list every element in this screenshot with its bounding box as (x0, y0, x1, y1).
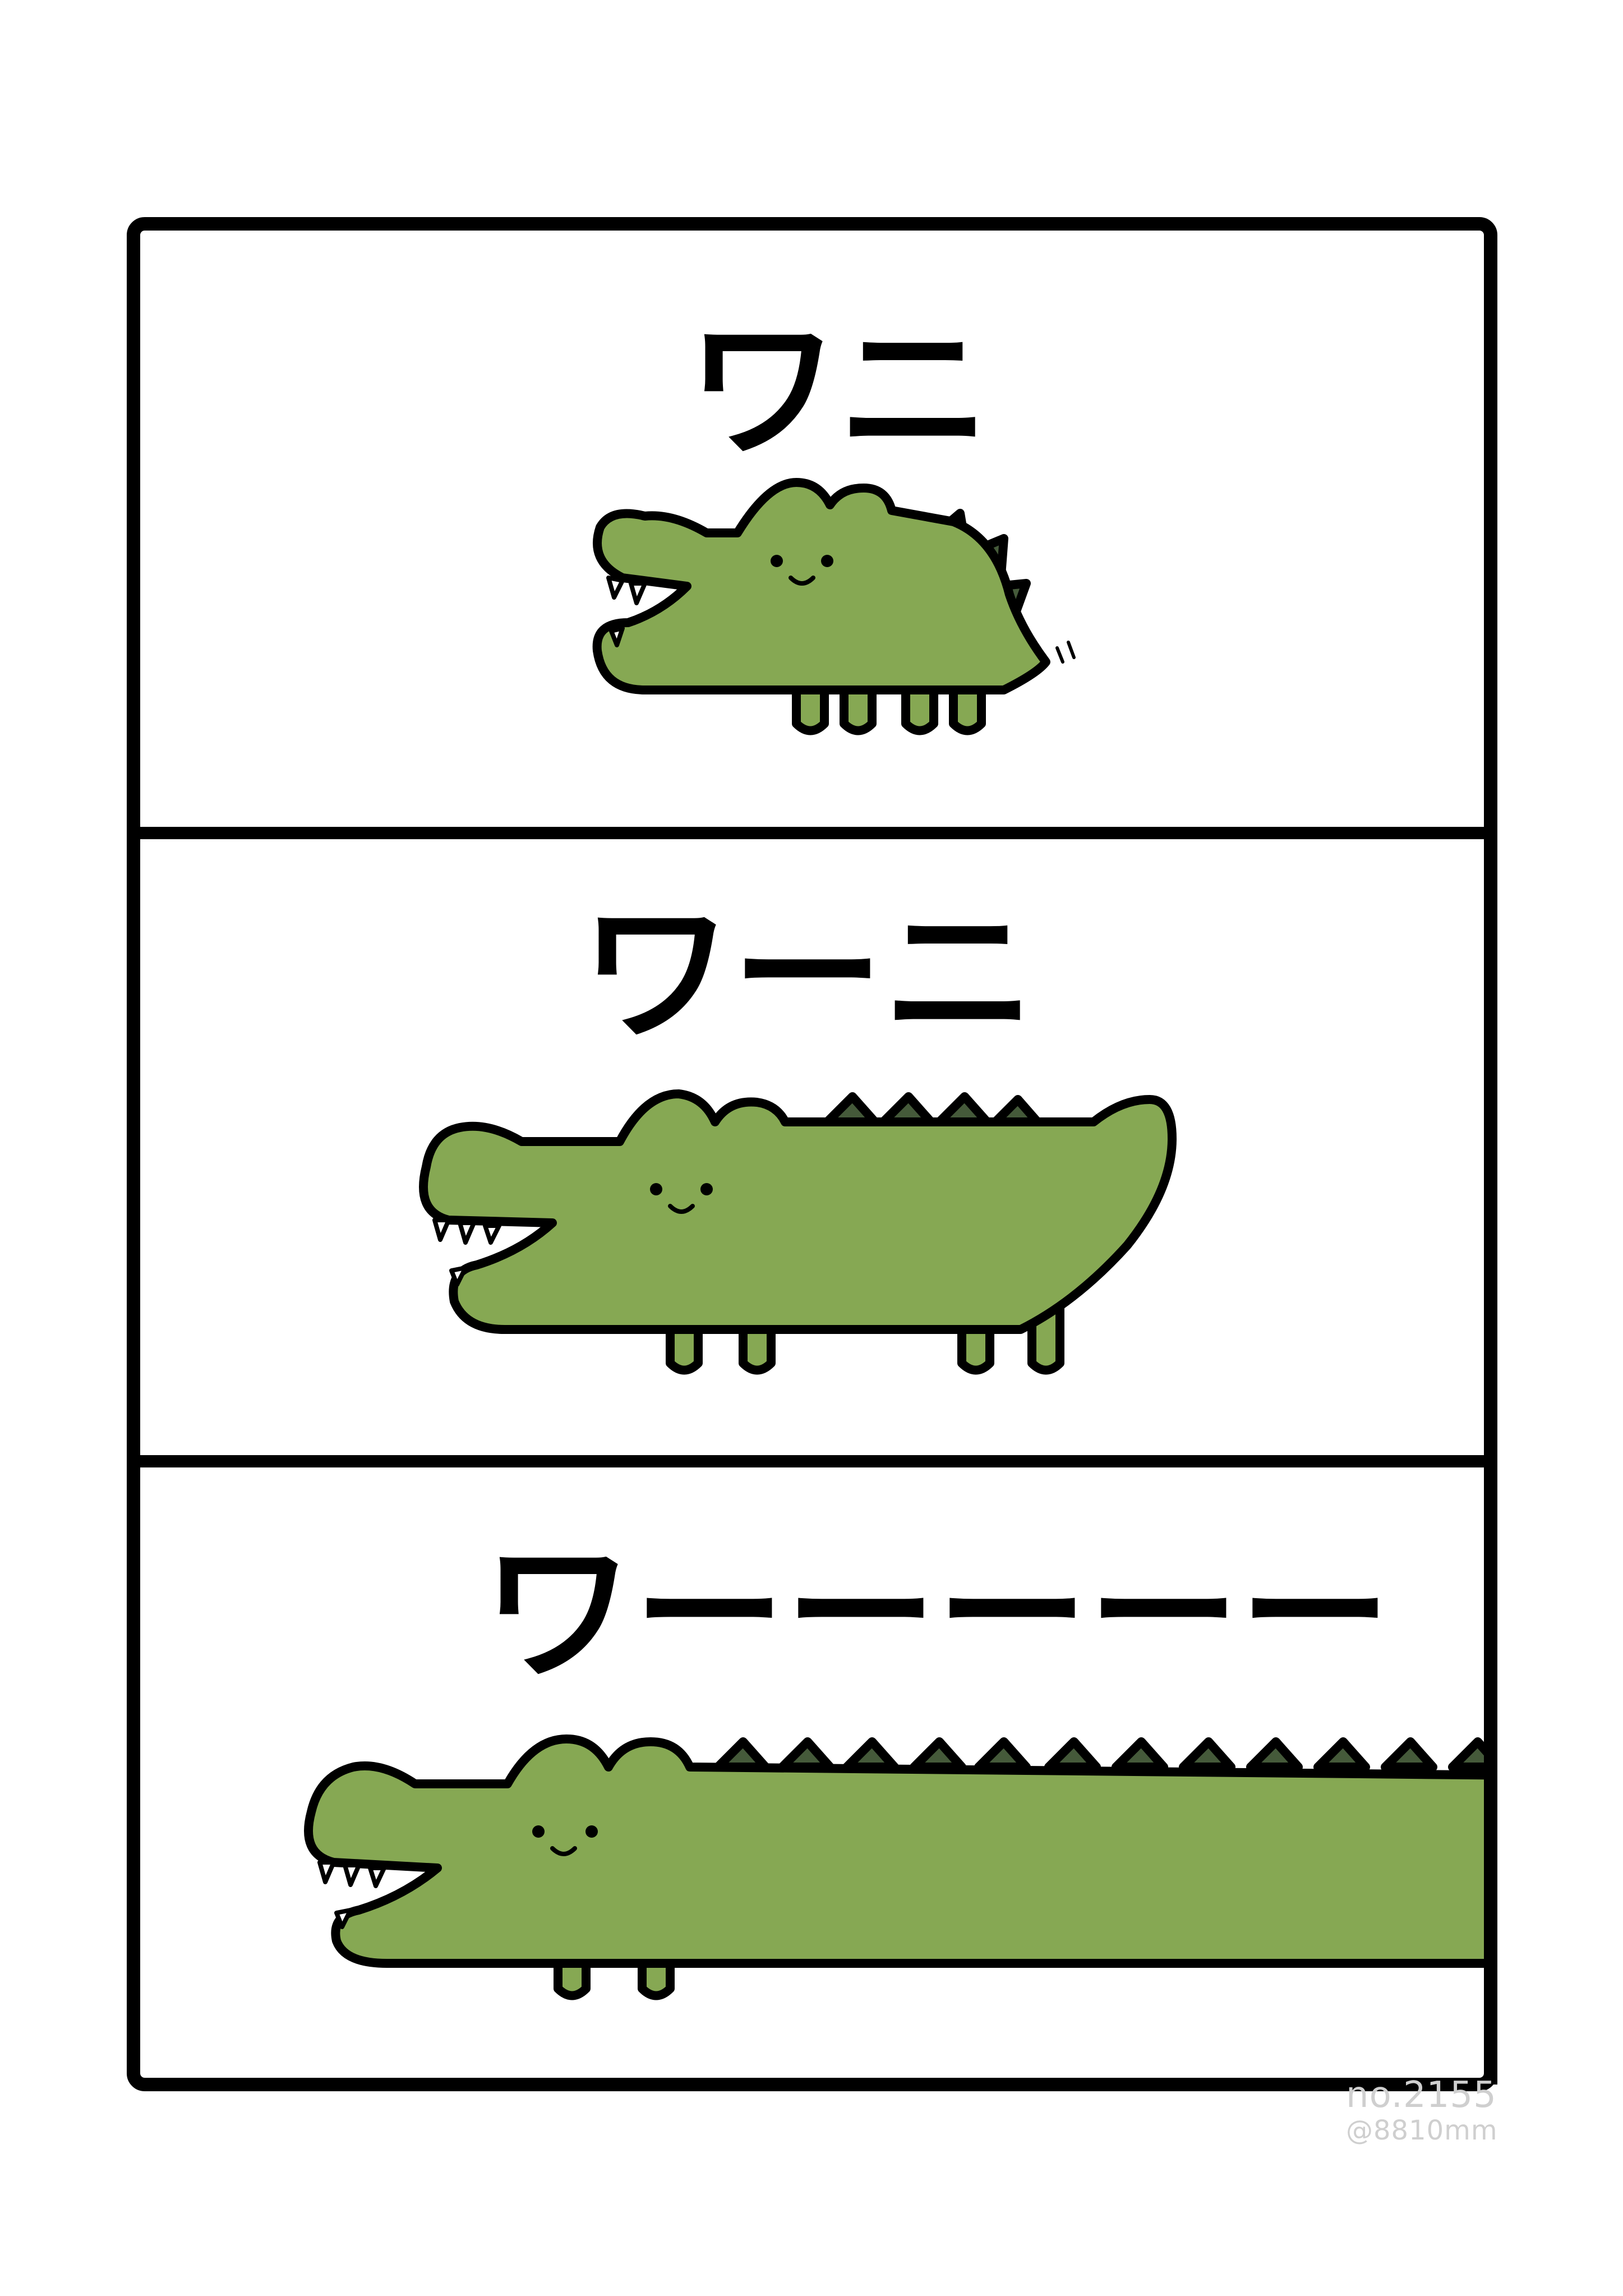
crocodile-long-face (532, 1825, 598, 1856)
panel-1-title: ワニ (687, 302, 990, 479)
crocodile-long (304, 1734, 1491, 2000)
crocodile-small-face (771, 555, 833, 586)
panel-1: ワニ (592, 302, 1076, 735)
panel-3: ワーーーーー (304, 1525, 1491, 2000)
panel-2: ワーニ (419, 886, 1177, 1375)
artist-handle: @8810mm (1346, 2115, 1498, 2146)
comic-frame (127, 217, 1497, 2091)
crocodile-small (592, 478, 1076, 735)
panel-3-title: ワーーーーー (482, 1525, 1391, 1702)
crocodile-medium (419, 1089, 1177, 1375)
comic-number: no.2155 (1346, 2074, 1497, 2116)
crocodile-medium-face (650, 1183, 713, 1214)
panel-2-title: ワーニ (580, 886, 1035, 1062)
